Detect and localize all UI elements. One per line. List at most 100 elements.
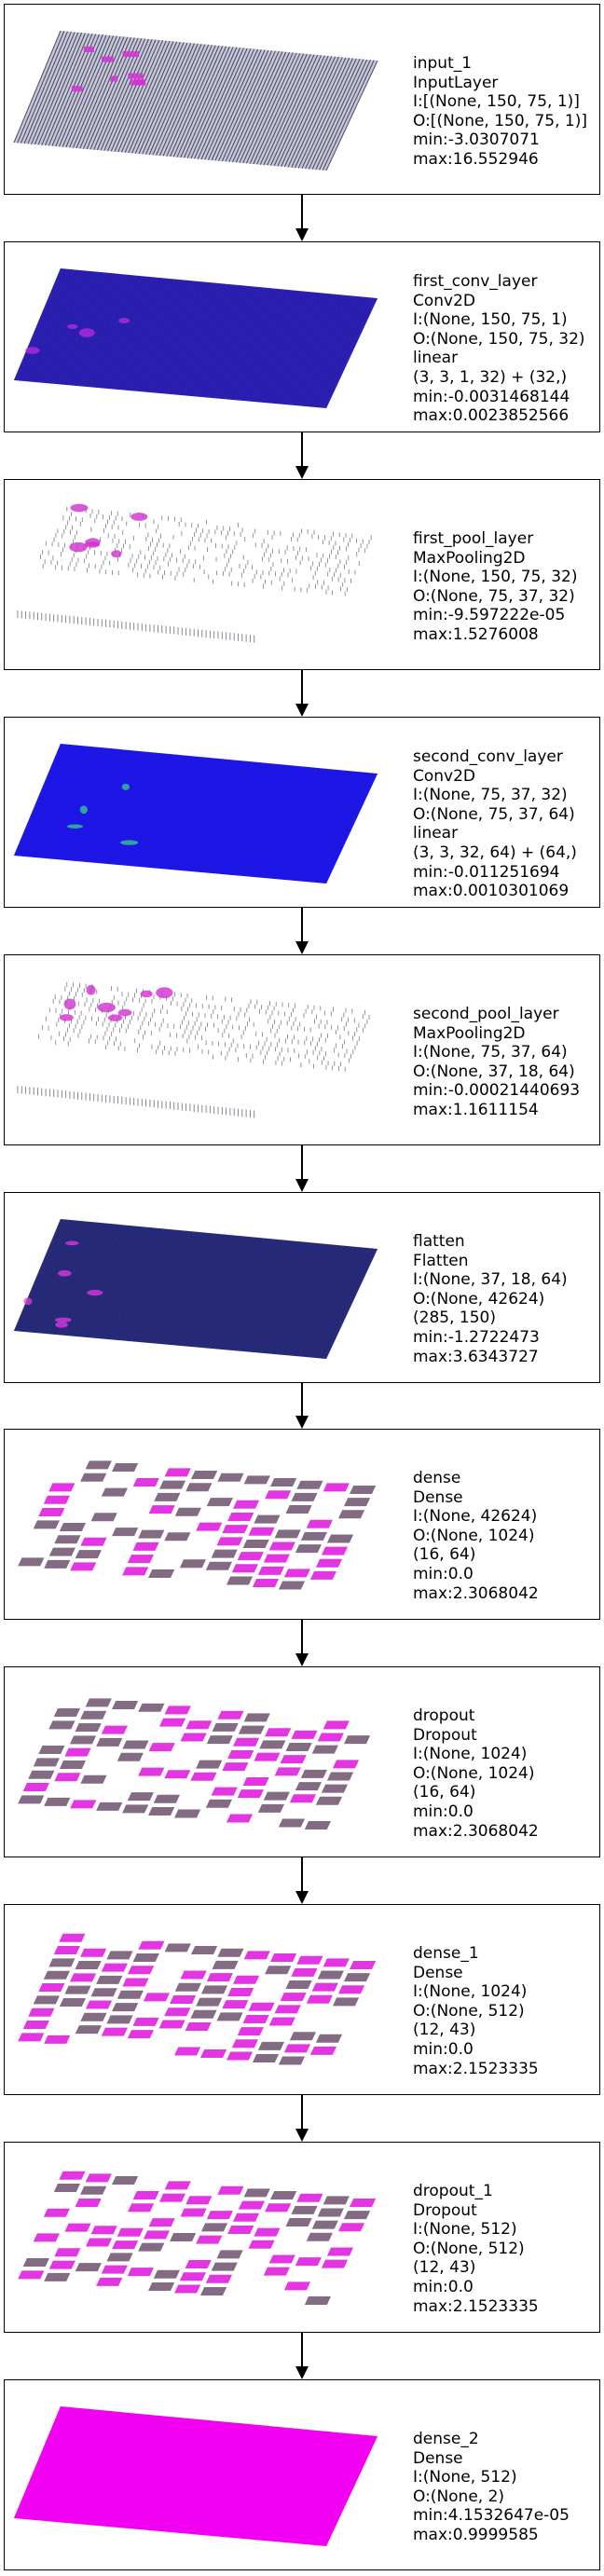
grid-line — [61, 747, 109, 860]
activation-block — [332, 1997, 360, 2007]
flow-arrow — [295, 1620, 309, 1666]
activation-block — [222, 1525, 249, 1534]
activation-block — [321, 1546, 349, 1555]
layer-detail: max:0.0023852566 — [413, 406, 570, 426]
grid-line — [211, 762, 262, 874]
plane-fill — [14, 31, 378, 171]
activation-block — [231, 2039, 259, 2048]
grid-line — [226, 763, 278, 875]
layer-detail: I:(None, 150, 75, 32) — [413, 568, 578, 587]
layer-detail: min:-3.0307071 — [413, 130, 540, 150]
grid-line — [315, 296, 367, 408]
activation-block — [22, 1783, 49, 1792]
activation-block — [268, 1541, 295, 1551]
activation-block — [54, 1773, 81, 1782]
activation-block — [22, 2021, 49, 2030]
grid-line — [263, 1242, 315, 1354]
activation-block — [232, 1975, 260, 1984]
grid-line — [148, 281, 199, 393]
activation-block — [300, 1531, 327, 1541]
activation-block — [80, 2012, 107, 2021]
grid-line — [133, 280, 183, 391]
activation-spot — [66, 824, 84, 829]
layer-detail: min:0.0 — [413, 1802, 474, 1821]
layer-detail: Dense — [413, 1487, 463, 1507]
layer-detail: max:16.552946 — [413, 149, 539, 169]
layer-detail: min:-9.597222e-05 — [413, 606, 566, 625]
grid-line — [39, 2408, 88, 2521]
activation-block — [44, 1797, 71, 1806]
grid-line — [117, 40, 167, 153]
activation-block — [295, 1544, 322, 1554]
grid-line — [190, 285, 240, 397]
activation-plane — [18, 2171, 377, 2306]
layer-info: dense_2 Dense I:(None, 512) O:(None, 2) min:… — [413, 2430, 570, 2545]
flow-arrow — [295, 195, 309, 241]
grid-line — [170, 282, 220, 395]
activation-block — [265, 2203, 292, 2213]
activation-block — [38, 1746, 65, 1755]
activation-block — [200, 1985, 228, 1994]
activation-block — [164, 2007, 191, 2017]
grid-line — [110, 39, 160, 152]
grid-line — [295, 1245, 347, 1357]
layer-name: dropout — [413, 1706, 475, 1725]
grid-line — [180, 759, 230, 871]
grid-line — [315, 772, 367, 884]
activation-block — [138, 1529, 165, 1539]
grid-line — [23, 1219, 72, 1333]
activation-plane — [13, 267, 378, 409]
grid-line — [102, 276, 151, 389]
grid-line — [134, 42, 185, 154]
grid-line — [253, 1241, 304, 1353]
activation-block — [231, 1564, 259, 1573]
layer-box: second_conv_layer Conv2D I:(None, 75, 37, … — [4, 717, 600, 908]
layer-detail: (3, 3, 1, 32) + (32,) — [413, 367, 568, 387]
activation-block — [216, 2250, 243, 2259]
grid-line — [186, 47, 238, 158]
grid-line — [138, 2418, 188, 2530]
activation-spot — [71, 86, 83, 92]
grid-line — [131, 41, 181, 154]
layer-detail: max:3.6343727 — [413, 1347, 539, 1366]
activation-block — [158, 2193, 186, 2202]
activation-block — [174, 2284, 201, 2294]
layer-info: second_pool_layer MaxPooling2D I:(None, 75… — [413, 1005, 580, 1120]
layer-detail: min:0.0 — [413, 1564, 474, 1583]
activation-block — [44, 2272, 71, 2281]
activation-block — [18, 2270, 45, 2280]
grid-line — [65, 1224, 114, 1336]
grid-line — [185, 1235, 236, 1347]
flow-arrow — [295, 432, 309, 479]
grid-line — [305, 58, 357, 170]
layer-detail: I:(None, 512) — [413, 2468, 517, 2487]
plane-fill — [14, 1219, 378, 1359]
grid-line — [13, 743, 62, 856]
activation-block — [278, 2056, 306, 2065]
grid-line — [81, 2412, 130, 2525]
activation-block — [164, 1706, 191, 1715]
grid-line — [13, 30, 62, 144]
grid-line — [319, 60, 371, 171]
grid-line — [235, 51, 287, 163]
activation-block — [180, 2208, 207, 2217]
activation-block — [343, 2211, 371, 2220]
activation-spot — [140, 990, 153, 998]
grid-line — [249, 52, 301, 164]
arrow-head — [295, 1179, 309, 1192]
activation-block — [101, 2265, 128, 2274]
layer-box: first_conv_layer Conv2D I:(None, 150, 75, … — [4, 241, 600, 432]
activation-block — [296, 1955, 323, 1965]
grid-line — [154, 757, 204, 869]
grid-line — [71, 748, 119, 861]
grid-line — [174, 2421, 225, 2533]
grid-line — [55, 747, 103, 860]
grid-line — [55, 1223, 103, 1336]
activation-block — [274, 1529, 301, 1539]
grid-line — [322, 60, 375, 171]
activation-block — [44, 1559, 71, 1569]
activation-block — [243, 1475, 270, 1485]
grid-line — [263, 292, 315, 404]
arrow-head — [295, 466, 309, 479]
activation-block — [269, 2191, 297, 2200]
